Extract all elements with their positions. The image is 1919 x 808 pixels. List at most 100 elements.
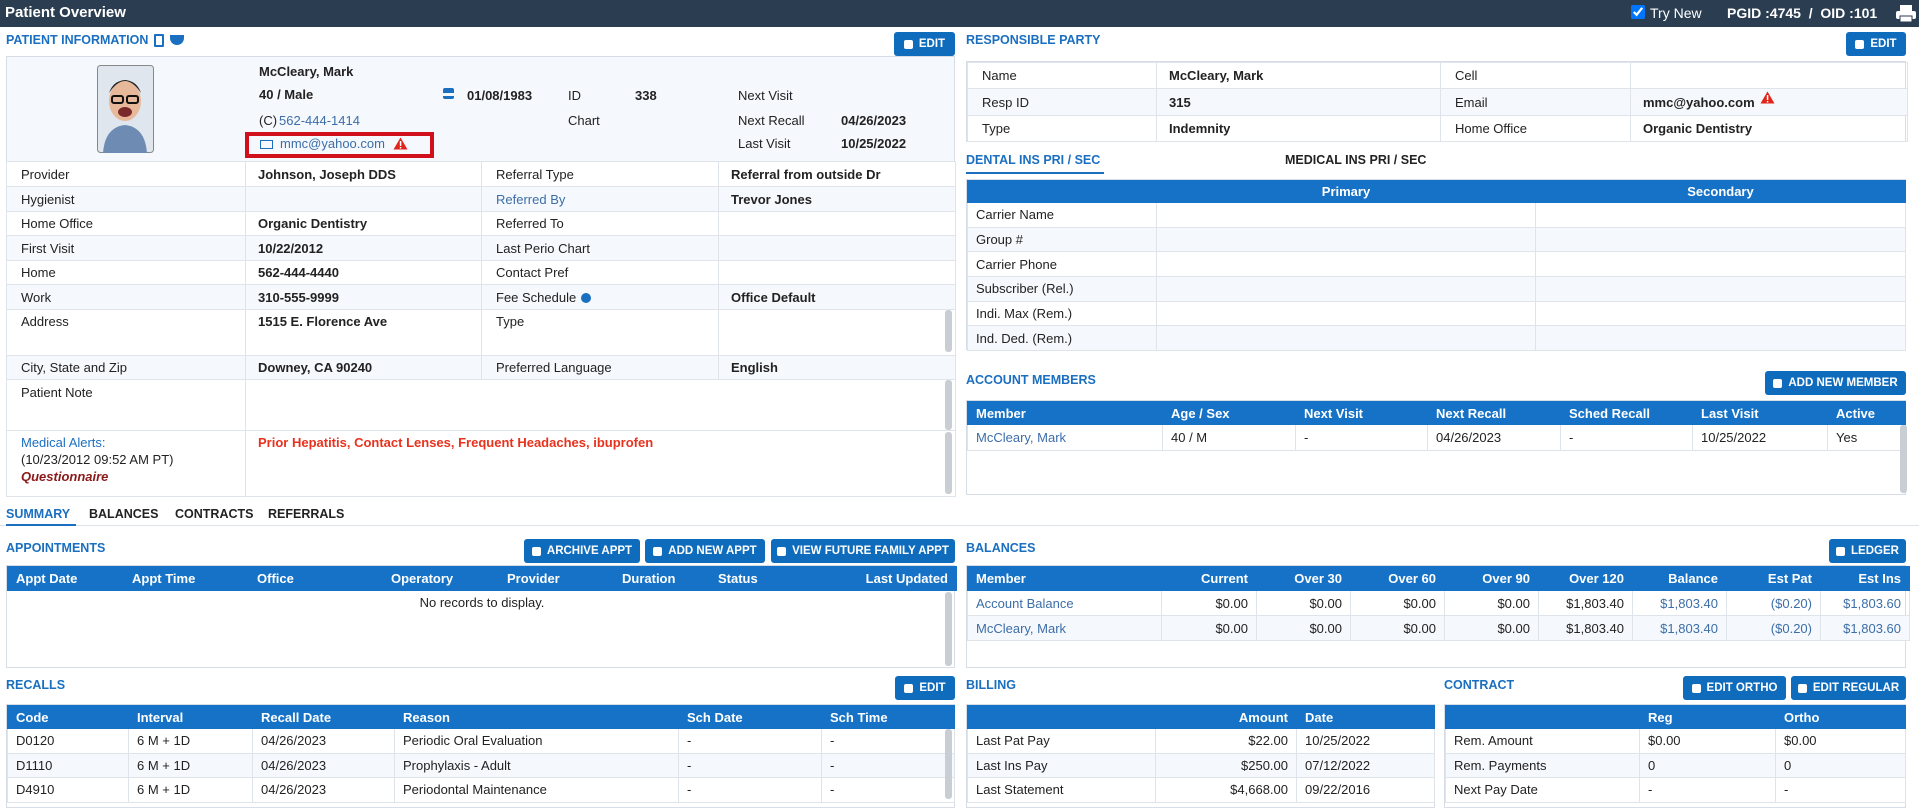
edit-regular-button[interactable]: EDIT REGULAR [1791, 676, 1906, 700]
table-cell: Yes [1827, 424, 1906, 451]
column-header: Member [967, 401, 1163, 425]
column-header: Next Visit [1295, 401, 1428, 425]
table-cell: $250.00 [1155, 752, 1297, 778]
view-future-button[interactable]: VIEW FUTURE FAMILY APPT [771, 539, 955, 563]
section-title: APPOINTMENTS [6, 541, 106, 555]
table-cell: 04/26/2023 [252, 752, 395, 778]
table-cell[interactable]: $1,803.60 [1820, 590, 1910, 616]
scrollbar [945, 432, 952, 494]
field-label: Home Office [6, 211, 246, 236]
table-cell: Carrier Phone [967, 251, 1157, 278]
rx-icon [170, 35, 184, 45]
edit-ortho-button[interactable]: EDIT ORTHO [1683, 676, 1786, 700]
insurance-tab[interactable]: DENTAL INS PRI / SEC [966, 153, 1101, 167]
photo-hair [109, 80, 141, 93]
table-cell: - [1775, 777, 1906, 803]
table-cell[interactable]: $1,803.60 [1820, 615, 1910, 641]
table-row: McCleary, Mark $0.00 $0.00 $0.00 $0.00 $1,803… [967, 615, 1910, 641]
photo-face [109, 81, 141, 121]
table-cell[interactable]: McCleary, Mark [967, 424, 1163, 451]
column-header [1445, 705, 1640, 729]
appointments-panel: Appt Date Appt Time Office Operatory Provide… [6, 565, 957, 668]
summary-tab[interactable]: REFERRALS [268, 507, 345, 521]
field-label: Preferred Language [481, 355, 719, 380]
table-cell: $1,803.40 [1538, 615, 1633, 641]
patient-fields-panel: Provider Johnson, Joseph DDS Referral Type… [6, 161, 956, 497]
insurance-tab[interactable]: MEDICAL INS PRI / SEC [1285, 153, 1427, 167]
table-body: Provider Johnson, Joseph DDS Referral Type… [6, 161, 956, 497]
field-label: Home [6, 260, 246, 285]
table-cell[interactable]: ($0.20) [1726, 615, 1821, 641]
table-cell: - [678, 752, 822, 778]
column-header: Appt Date [7, 566, 124, 591]
edit-button[interactable]: EDIT [894, 32, 955, 56]
ledger-button[interactable]: LEDGER [1829, 539, 1906, 563]
table-row: McCleary, Mark 40 / M -04/26/2023-10/25/20… [967, 424, 1906, 451]
try-new-checkbox[interactable] [1631, 5, 1645, 19]
header-row: Member Age / Sex Next Visit Next Recall Sche… [967, 401, 1906, 425]
try-new-label: Try New [1650, 5, 1702, 21]
header-row: Member Current Over 30 Over 60 Over 90 Over 1… [967, 566, 1910, 591]
add-member-button[interactable]: ADD NEW MEMBER [1765, 371, 1906, 395]
column-header: Ortho [1775, 705, 1906, 729]
warning-stroke [1766, 95, 1769, 100]
column-header: Reg [1639, 705, 1776, 729]
table-cell[interactable]: $1,803.40 [1632, 590, 1727, 616]
field-value: Office Default [718, 284, 956, 310]
summary-tab[interactable]: CONTRACTS [175, 507, 254, 521]
tabs-divider [0, 525, 1919, 526]
column-header: Sch Time [821, 705, 955, 729]
scrollbar [945, 310, 952, 352]
table-cell[interactable]: McCleary, Mark [967, 615, 1162, 641]
table-cell: 0 [1775, 752, 1906, 778]
patient-note-row: Patient Note [6, 379, 956, 431]
practice-ids: PGID :4745 / OID :101 [1727, 5, 1878, 21]
email[interactable]: mmc@yahoo.com [280, 136, 385, 151]
questionnaire-link[interactable]: Questionnaire [21, 469, 109, 484]
table-cell: D1110 [7, 752, 129, 778]
table-row: Carrier Name [967, 202, 1906, 228]
id-label: ID [568, 88, 581, 103]
chart-label: Chart [568, 113, 600, 128]
table-cell[interactable]: ($0.20) [1726, 590, 1821, 616]
table-cell[interactable]: Account Balance [967, 590, 1162, 616]
summary-tab[interactable]: BALANCES [89, 507, 159, 521]
print-icon[interactable] [1895, 4, 1917, 23]
field-label: Provider [6, 161, 246, 187]
summary-tab[interactable]: SUMMARY [6, 507, 71, 521]
table-cell: $0.00 [1161, 590, 1257, 616]
table-cell: 40 / M [1162, 424, 1296, 451]
scrollbar [945, 592, 952, 666]
medical-alerts-row: Medical Alerts: (10/23/2012 09:52 AM PT) Q… [6, 430, 956, 497]
field-label: City, State and Zip [6, 355, 246, 380]
table-cell[interactable]: $1,803.40 [1632, 615, 1727, 641]
empty-cell [1156, 226, 1536, 253]
field-label: Hygienist [6, 186, 246, 212]
table-cell: - [821, 777, 955, 803]
archive-appt-button[interactable]: ARCHIVE APPT [524, 539, 640, 563]
empty-cell [1156, 202, 1536, 228]
photo-shirt [103, 125, 147, 153]
field-label: Resp ID [967, 88, 1157, 116]
field-value: Johnson, Joseph DDS [245, 161, 482, 187]
table-row: Indi. Max (Rem.) [967, 300, 1906, 327]
table-body: Amount Date Last Pat Pay $22.00 10/25/2022 La… [967, 705, 1435, 803]
field-value [718, 260, 956, 285]
field-value [718, 211, 956, 236]
phone[interactable]: 562-444-1414 [279, 113, 360, 128]
table-cell: Carrier Name [967, 202, 1157, 228]
column-header: Office [248, 566, 383, 591]
column-header: Operatory [382, 566, 499, 591]
section-title: BALANCES [966, 541, 1036, 555]
next-recall: 04/26/2023 [841, 113, 907, 128]
edit-button[interactable]: EDIT [895, 676, 955, 700]
field-label: Home Office [1440, 115, 1631, 142]
account-members-panel: Member Age / Sex Next Visit Next Recall Sche… [966, 400, 1906, 495]
insurance-panel: Primary Secondary Carrier Name Group # Carri… [966, 179, 1906, 352]
edit-button[interactable]: EDIT [1846, 32, 1906, 56]
section-title: RECALLS [6, 678, 66, 692]
column-header: Last Visit [1692, 401, 1828, 425]
table-cell: $1,803.40 [1538, 590, 1633, 616]
add-appt-button[interactable]: ADD NEW APPT [645, 539, 765, 563]
